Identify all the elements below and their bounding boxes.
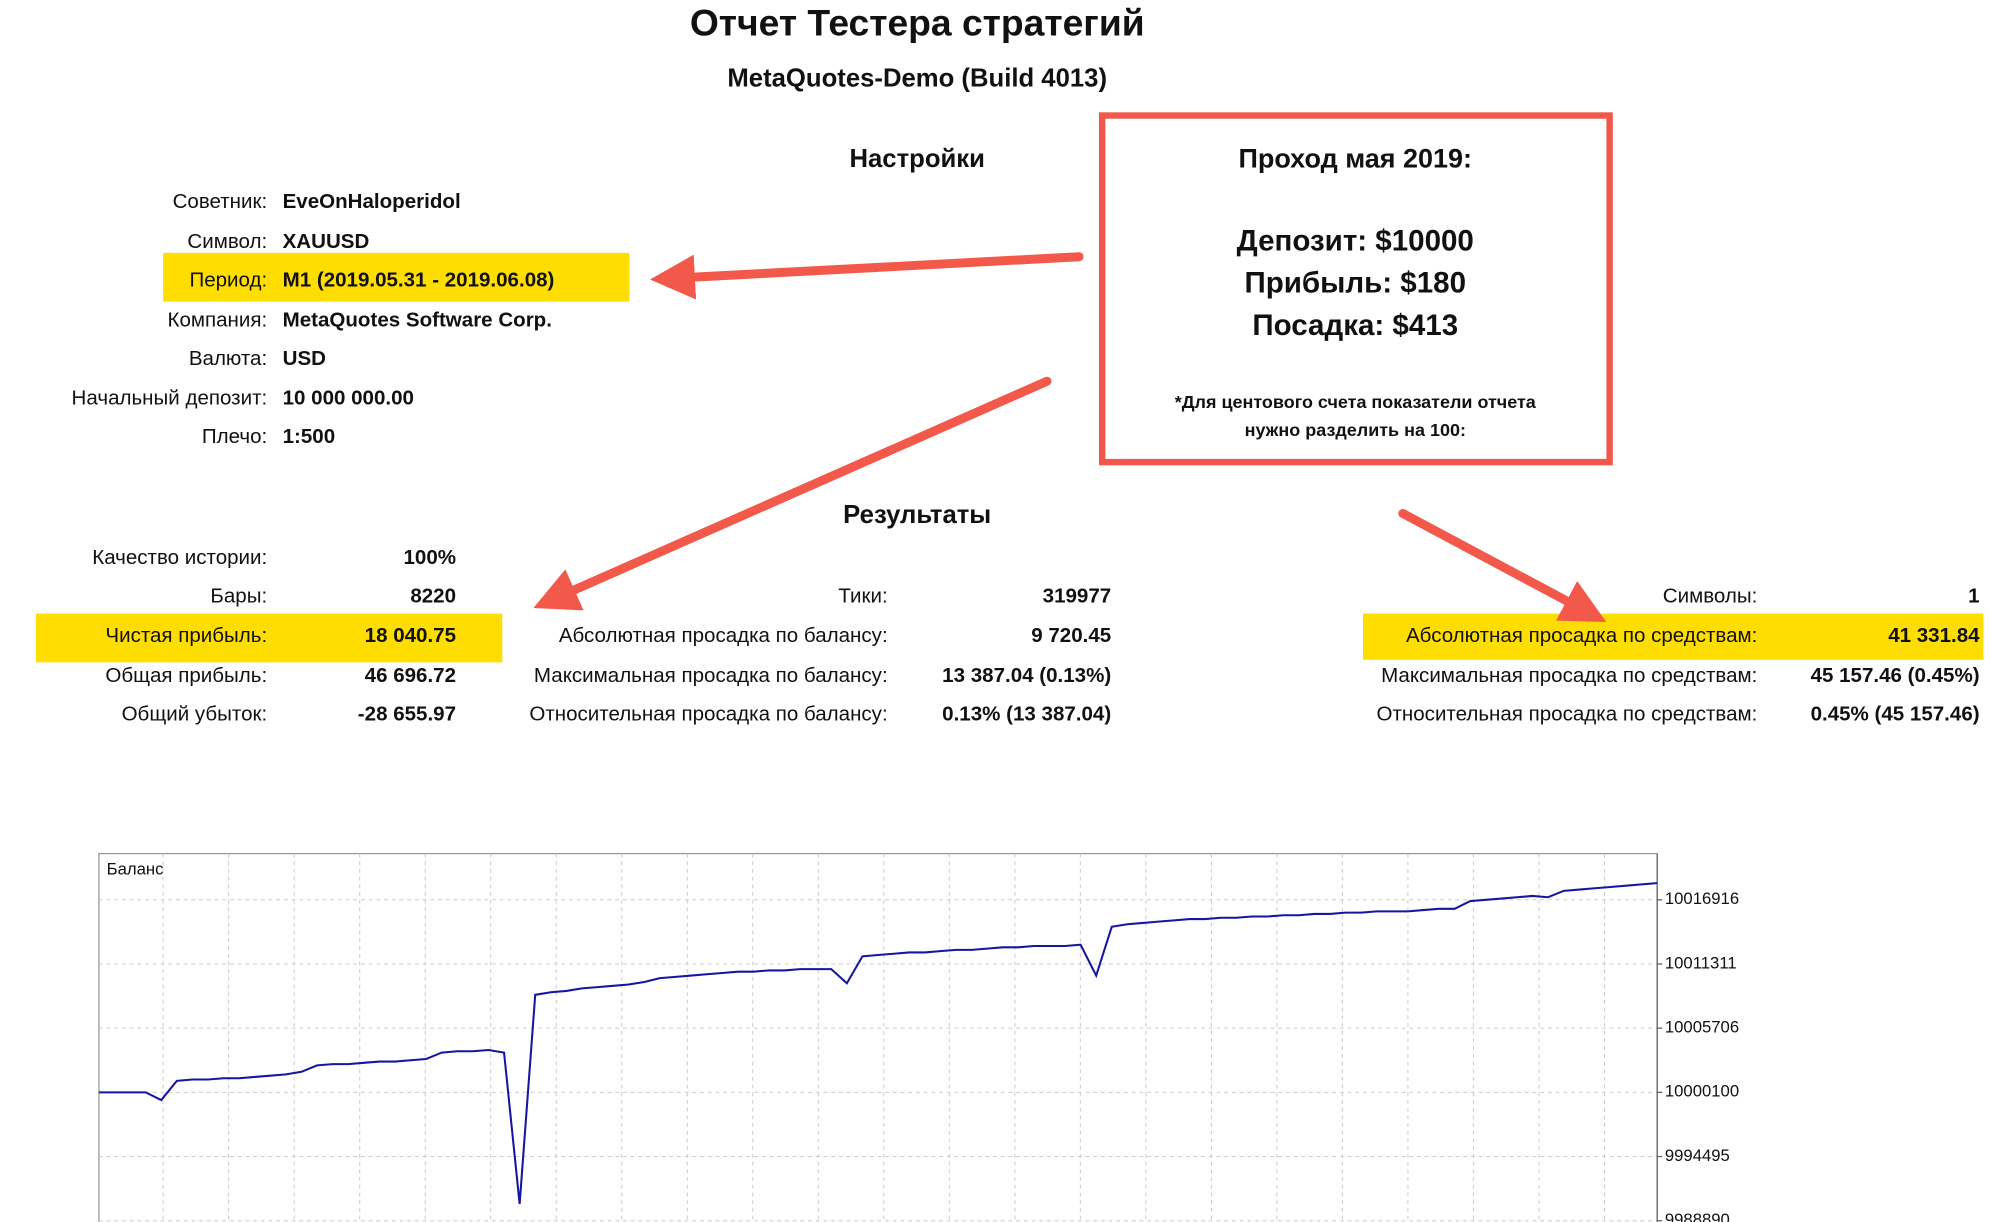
row-value: 10 000 000.00: [283, 387, 414, 410]
row-value: 41 331.84: [1888, 624, 1980, 647]
balance-chart: Баланс 9988890 9994495 10000100 10005706 100…: [98, 852, 1739, 1222]
callout-note: *Для центового счета показатели отчета: [1175, 392, 1537, 412]
callout-box: [1098, 112, 1613, 466]
row-label: Чистая прибыль:: [105, 624, 267, 647]
row-label: Валюта:: [189, 347, 267, 370]
row-value: 319977: [1043, 584, 1112, 607]
row-label: Абсолютная просадка по средствам:: [1406, 624, 1757, 647]
y-tick-label: 10005706: [1665, 1018, 1739, 1037]
row-value: 18 040.75: [365, 624, 456, 647]
highlight: [1362, 613, 1984, 660]
row-label: Максимальная просадка по балансу:: [534, 664, 888, 687]
report-subtitle: MetaQuotes-Demo (Build 4013): [727, 64, 1107, 92]
row-value: XAUUSD: [283, 230, 370, 253]
row-label: Плечо:: [202, 425, 267, 448]
row-label: Начальный депозит:: [72, 387, 268, 410]
row-label: Качество истории:: [92, 546, 267, 569]
row-label: Бары:: [210, 584, 267, 607]
row-label: Абсолютная просадка по балансу:: [559, 624, 888, 647]
row-value: 46 696.72: [365, 664, 456, 687]
row-value: 13 387.04 (0.13%): [942, 664, 1111, 687]
callout-line: Посадка: $413: [1252, 309, 1458, 342]
section-heading: Результаты: [843, 501, 991, 529]
row-value: 100%: [404, 546, 457, 569]
callout-line: Прибыль: $180: [1245, 267, 1467, 300]
row-label: Общий убыток:: [122, 702, 268, 725]
row-label: Период:: [189, 269, 267, 292]
arrow: [1398, 508, 1607, 623]
row-label: Компания:: [167, 308, 267, 331]
results-table: Качество истории: 100% Бары: 8220 Чистая при…: [92, 546, 1980, 726]
y-tick-label: 9994495: [1665, 1146, 1730, 1165]
row-value: 45 157.46 (0.45%): [1811, 664, 1980, 687]
report-title: Отчет Тестера стратегий: [690, 2, 1145, 44]
callout-line: Депозит: $10000: [1237, 224, 1474, 257]
row-value: -28 655.97: [358, 702, 456, 725]
y-tick-label: 10016916: [1665, 889, 1739, 908]
row-label: Символ:: [187, 230, 267, 253]
y-tick-label: 10011311: [1665, 953, 1737, 972]
arrow: [533, 376, 1052, 611]
row-value: M1 (2019.05.31 - 2019.06.08): [283, 269, 555, 292]
row-label: Символы:: [1663, 584, 1758, 607]
row-value: 0.45% (45 157.46): [1811, 702, 1980, 725]
callout-note: нужно разделить на 100:: [1245, 420, 1466, 440]
row-label: Тики:: [838, 584, 887, 607]
row-label: Относительная просадка по средствам:: [1377, 702, 1758, 725]
highlight: [35, 613, 503, 663]
row-label: Относительная просадка по балансу:: [529, 702, 887, 725]
row-value: MetaQuotes Software Corp.: [283, 308, 552, 331]
row-value: 1: [1968, 584, 1979, 607]
chart-title: Баланс: [107, 860, 164, 879]
row-label: Общая прибыль:: [105, 664, 267, 687]
arrows: [533, 252, 1607, 623]
row-label: Максимальная просадка по средствам:: [1381, 664, 1757, 687]
callout-title: Проход мая 2019:: [1239, 144, 1472, 174]
section-heading: Настройки: [849, 145, 985, 173]
row-label: Советник:: [173, 190, 268, 213]
settings-table: Советник: EveOnHaloperidol Символ: XAUUSD Пе…: [72, 190, 555, 448]
plot-area: [98, 852, 1658, 1222]
arrow: [650, 252, 1084, 300]
row-value: 9 720.45: [1031, 624, 1111, 647]
row-value: 8220: [410, 584, 456, 607]
row-value: 1:500: [283, 425, 336, 448]
balance-line: [98, 882, 1658, 1205]
row-value: EveOnHaloperidol: [283, 190, 461, 213]
highlight: [163, 252, 630, 302]
y-tick-label: 9988890: [1665, 1210, 1730, 1222]
y-tick-label: 10000100: [1665, 1082, 1739, 1101]
row-value: 0.13% (13 387.04): [942, 702, 1111, 725]
row-value: USD: [283, 347, 326, 370]
